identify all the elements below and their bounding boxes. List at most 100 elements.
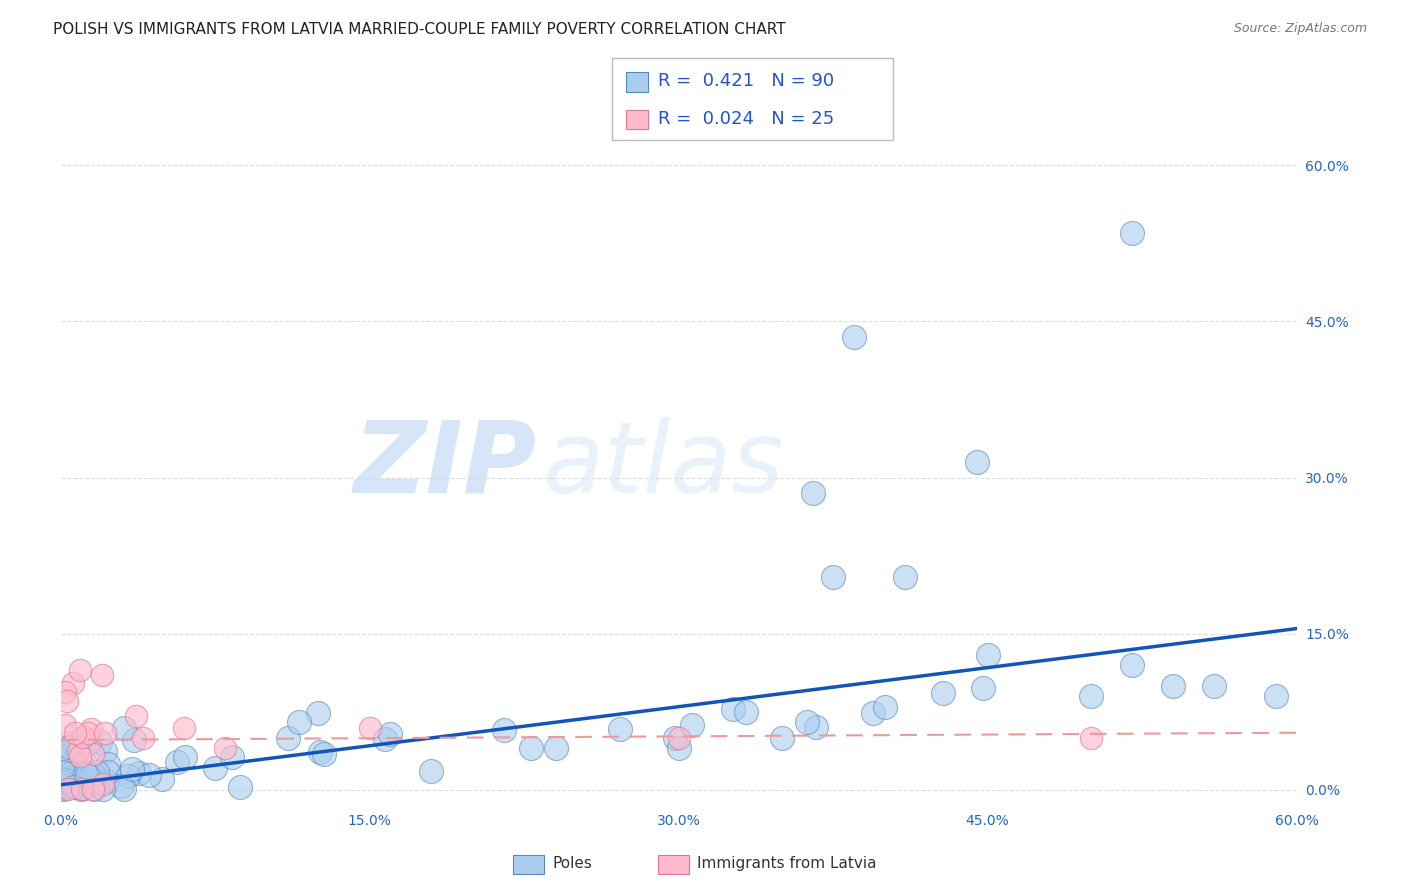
Point xyxy=(89,735,111,749)
Point xyxy=(117,769,139,783)
Point xyxy=(546,740,568,755)
Point xyxy=(972,681,994,695)
Point xyxy=(53,779,76,793)
Point xyxy=(112,721,135,735)
Point xyxy=(72,780,94,795)
Point xyxy=(214,741,236,756)
Point xyxy=(229,780,252,795)
Point xyxy=(90,668,112,682)
Point xyxy=(58,739,80,754)
Point xyxy=(77,726,100,740)
Point xyxy=(93,781,115,796)
Point xyxy=(796,714,818,729)
Point xyxy=(804,720,827,734)
Point xyxy=(221,750,243,764)
Point xyxy=(52,781,75,796)
Point xyxy=(122,732,145,747)
Point xyxy=(65,742,87,756)
Point xyxy=(63,736,86,750)
Text: R =  0.421   N = 90: R = 0.421 N = 90 xyxy=(658,72,834,90)
Point xyxy=(82,772,104,787)
Point xyxy=(681,717,703,731)
Point xyxy=(59,767,82,781)
Point xyxy=(150,772,173,786)
Point xyxy=(378,727,401,741)
Point xyxy=(82,747,104,761)
Point xyxy=(894,569,917,583)
Point xyxy=(609,723,631,737)
Point xyxy=(89,776,111,790)
Point xyxy=(52,765,75,780)
Point xyxy=(132,731,155,745)
Point xyxy=(82,781,104,796)
Point xyxy=(1204,679,1226,693)
Point xyxy=(173,750,195,764)
Point xyxy=(53,718,76,732)
Text: atlas: atlas xyxy=(543,417,785,514)
Point xyxy=(72,758,94,772)
Point xyxy=(69,749,91,764)
Point xyxy=(1080,690,1102,704)
Point xyxy=(58,781,80,796)
Point xyxy=(1080,731,1102,745)
Text: POLISH VS IMMIGRANTS FROM LATVIA MARRIED-COUPLE FAMILY POVERTY CORRELATION CHART: POLISH VS IMMIGRANTS FROM LATVIA MARRIED… xyxy=(53,22,786,37)
Point xyxy=(721,702,744,716)
Point xyxy=(801,486,824,500)
Point xyxy=(82,767,104,781)
Point xyxy=(77,736,100,750)
Point xyxy=(312,747,335,762)
Point xyxy=(52,780,75,795)
Text: Poles: Poles xyxy=(553,856,592,871)
Point xyxy=(664,731,686,745)
Point xyxy=(287,714,309,729)
Point xyxy=(668,741,690,756)
Point xyxy=(65,725,87,739)
Point xyxy=(1265,690,1288,704)
Point xyxy=(277,731,299,746)
Point xyxy=(77,777,100,791)
Point xyxy=(138,768,160,782)
Point xyxy=(70,781,93,796)
Point xyxy=(374,731,396,746)
Point xyxy=(55,772,77,787)
Point xyxy=(86,764,108,779)
Point xyxy=(668,731,690,745)
Point xyxy=(520,740,543,755)
Point xyxy=(63,780,86,794)
Point xyxy=(72,775,94,789)
Point xyxy=(60,778,83,792)
Text: Immigrants from Latvia: Immigrants from Latvia xyxy=(697,856,877,871)
Point xyxy=(93,777,115,791)
Point xyxy=(56,694,79,708)
Point xyxy=(862,706,884,720)
Point xyxy=(53,684,76,698)
Point xyxy=(492,723,515,737)
Point xyxy=(66,744,89,758)
Text: Source: ZipAtlas.com: Source: ZipAtlas.com xyxy=(1233,22,1367,36)
Point xyxy=(976,648,998,662)
Point xyxy=(97,757,120,772)
Point xyxy=(69,663,91,677)
Point xyxy=(80,770,103,784)
Point xyxy=(307,706,329,720)
Point xyxy=(75,765,97,780)
Point xyxy=(79,778,101,792)
Point xyxy=(56,772,79,786)
Point xyxy=(53,772,76,786)
Point xyxy=(76,768,98,782)
Point xyxy=(69,781,91,796)
Point xyxy=(1121,226,1143,240)
Point xyxy=(966,455,988,469)
Point xyxy=(128,765,150,780)
Point xyxy=(62,676,84,690)
Point xyxy=(55,743,77,757)
Point xyxy=(309,745,332,759)
Point xyxy=(931,686,953,700)
Point xyxy=(94,725,117,739)
Point xyxy=(823,569,845,583)
Point xyxy=(67,769,90,783)
Point xyxy=(72,731,94,745)
Point xyxy=(52,774,75,789)
Point xyxy=(83,781,105,796)
Point xyxy=(166,756,188,770)
